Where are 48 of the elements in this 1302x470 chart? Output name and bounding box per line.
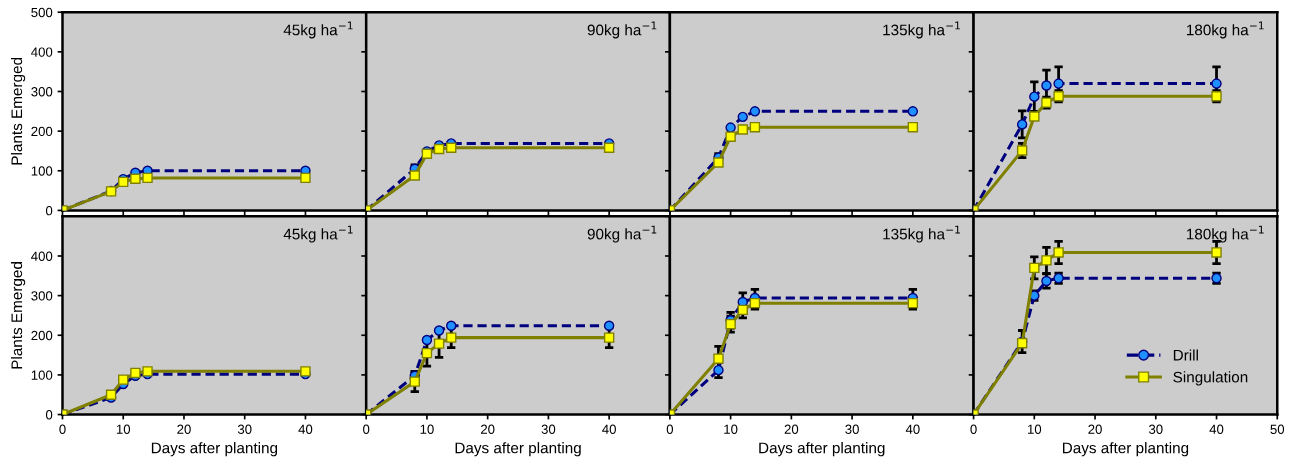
x-tick-label: 0	[59, 424, 66, 434]
y-tick-label: 400	[31, 251, 53, 261]
x-axis-title: Days after planting	[455, 442, 581, 457]
x-tick-label: 50	[1270, 424, 1285, 434]
x-tick-label: 0	[363, 424, 370, 434]
x-tick-label: 10	[420, 424, 434, 434]
y-tick-label: 300	[31, 291, 53, 301]
x-tick-label: 20	[177, 424, 191, 434]
y-tick-label: 400	[31, 47, 53, 57]
x-tick-label: 30	[237, 424, 252, 434]
text: 135kg ha$^{−1}$	[883, 225, 960, 243]
text: 135kg ha$^{−1}$	[883, 21, 960, 39]
x-tick-label: 30	[541, 424, 556, 434]
y-tick-label: 300	[31, 87, 53, 97]
y-tick-label: 0	[45, 205, 53, 216]
x-tick-label: 10	[724, 424, 738, 434]
y-tick-label: 100	[31, 166, 53, 176]
text: 45kg ha$^{−1}$	[283, 21, 353, 39]
x-axis-title: Days after planting	[151, 442, 278, 457]
x-tick-label: 20	[784, 424, 799, 434]
x-tick-label: 0	[970, 424, 977, 434]
y-tick-label: 0	[45, 410, 53, 420]
text: 180kg ha$^{−1}$	[1186, 21, 1264, 39]
x-tick-label: 0	[666, 424, 674, 434]
y-tick-label: 200	[31, 126, 53, 137]
legend-label: Singulation	[1173, 371, 1248, 386]
y-axis-title: Plants Emerged	[10, 262, 26, 369]
x-tick-label: 40	[905, 424, 920, 434]
text: 180kg ha$^{−1}$	[1186, 225, 1264, 243]
x-tick-label: 30	[845, 424, 859, 434]
text: 45kg ha$^{−1}$	[283, 225, 353, 243]
x-tick-label: 40	[602, 424, 616, 434]
text: 90kg ha$^{−1}$	[587, 21, 657, 39]
y-tick-label: 100	[31, 370, 53, 380]
y-tick-label: 500	[31, 7, 53, 18]
x-tick-label: 20	[1088, 424, 1102, 434]
legend-label: Drill	[1173, 349, 1198, 361]
y-axis-title: Plants Emerged	[10, 57, 26, 165]
x-axis-title: Days after planting	[759, 442, 885, 457]
x-tick-label: 20	[480, 424, 495, 434]
y-tick-label: 200	[31, 330, 53, 341]
x-tick-label: 40	[1209, 424, 1224, 434]
x-tick-label: 10	[116, 424, 131, 434]
text: 90kg ha$^{−1}$	[587, 225, 657, 243]
x-tick-label: 40	[298, 424, 313, 434]
x-axis-title: Days after planting	[1062, 442, 1189, 457]
x-tick-label: 10	[1027, 424, 1042, 434]
x-tick-label: 30	[1148, 424, 1163, 434]
